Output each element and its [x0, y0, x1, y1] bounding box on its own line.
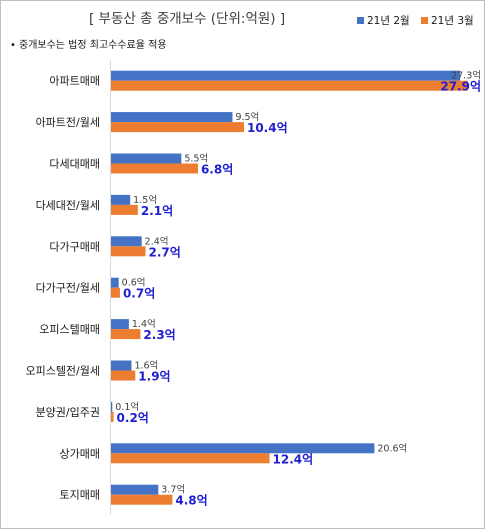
- data-label-feb: 0.6억: [122, 277, 146, 289]
- bar-mar: [111, 246, 146, 257]
- data-label-feb: 1.5억: [133, 194, 157, 206]
- bar-mar: [111, 411, 114, 422]
- category-label: 상가매매: [60, 447, 100, 460]
- data-label-mar: 2.7억: [149, 245, 181, 259]
- bar-mar: [111, 370, 136, 381]
- bar-feb: [111, 360, 132, 371]
- bar-mar: [111, 204, 138, 215]
- data-label-feb: 1.4억: [132, 318, 156, 330]
- note-bullet: •: [10, 40, 16, 51]
- bar-mar: [111, 163, 198, 174]
- bar-feb: [111, 194, 131, 205]
- data-label-mar: 10.4억: [247, 121, 288, 135]
- legend-swatch-mar: [421, 17, 428, 24]
- bar-mar: [111, 80, 468, 91]
- bar-feb: [111, 443, 375, 454]
- bar-mar: [111, 329, 141, 340]
- bar-feb: [111, 153, 182, 164]
- bar-mar: [111, 122, 244, 133]
- bar-feb: [111, 277, 119, 288]
- legend-label-mar: 21년 3월: [431, 15, 474, 27]
- data-label-feb: 3.7억: [161, 484, 185, 496]
- chart-note: 중개보수는 법정 최고수수료율 적용: [19, 39, 167, 51]
- category-label: 오피스텔매매: [39, 323, 100, 336]
- data-label-feb: 20.6억: [377, 442, 407, 454]
- bar-mar: [111, 287, 120, 298]
- data-label-mar: 12.4억: [273, 452, 314, 466]
- category-label: 아파트매매: [49, 75, 100, 88]
- data-label-feb: 1.6억: [134, 360, 158, 372]
- data-label-feb: 9.5억: [235, 111, 259, 123]
- bar-feb: [111, 112, 233, 123]
- data-label-feb: 27.3억: [451, 70, 481, 82]
- legend: 21년 2월 21년 3월: [357, 15, 474, 27]
- category-label: 다가구전/월세: [36, 282, 100, 295]
- category-label: 아파트전/월세: [36, 116, 100, 129]
- category-label: 오피스텔전/월세: [25, 365, 100, 378]
- data-label-mar: 0.7억: [123, 287, 155, 301]
- data-label-mar: 2.1억: [141, 204, 173, 218]
- data-label-mar: 1.9억: [138, 370, 170, 384]
- bar-feb: [111, 236, 142, 247]
- data-label-feb: 2.4억: [145, 235, 169, 247]
- data-label-feb: 0.1억: [115, 401, 139, 413]
- data-label-feb: 5.5억: [184, 153, 208, 165]
- category-label: 다가구매매: [49, 240, 100, 253]
- data-label-mar: 6.8억: [201, 163, 233, 177]
- legend-swatch-feb: [357, 17, 364, 24]
- category-label: 다세대매매: [49, 158, 100, 171]
- data-label-mar: 0.2억: [117, 411, 149, 425]
- category-label: 분양권/입주권: [36, 406, 100, 419]
- data-label-mar: 2.3억: [143, 328, 175, 342]
- bar-mar: [111, 453, 270, 464]
- bar-feb: [111, 70, 461, 81]
- bar-feb: [111, 484, 159, 495]
- bar-feb: [111, 319, 129, 330]
- category-label: 토지매매: [60, 489, 100, 502]
- chart-title: [ 부동산 총 중개보수 (단위:억원) ]: [89, 11, 285, 27]
- bar-feb: [111, 401, 113, 412]
- legend-label-feb: 21년 2월: [367, 15, 410, 27]
- data-label-mar: 27.9억: [440, 80, 481, 94]
- data-label-mar: 4.8억: [175, 494, 207, 508]
- bar-mar: [111, 494, 173, 505]
- category-label: 다세대전/월세: [36, 199, 100, 212]
